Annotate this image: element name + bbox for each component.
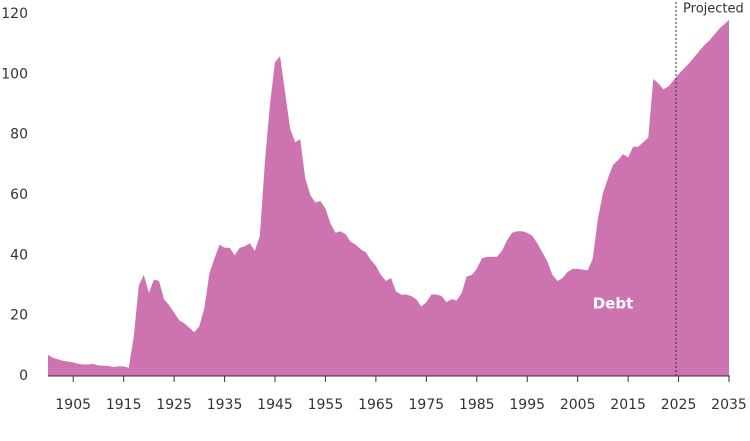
x-tick-label: 2035 (711, 397, 747, 413)
x-tick-label: 1915 (106, 397, 142, 413)
area (48, 20, 729, 377)
x-tick-label: 1925 (156, 397, 192, 413)
y-tick-label: 100 (1, 66, 28, 82)
x-tick-label: 1945 (257, 397, 293, 413)
x-tick-label: 1965 (358, 397, 394, 413)
x-tick-label: 2015 (610, 397, 646, 413)
annotation: Projected (683, 2, 744, 17)
x-tick-label: 1995 (509, 397, 545, 413)
y-tick-label: 20 (10, 308, 28, 324)
y-tick-label: 40 (10, 247, 28, 263)
y-tick-label: 60 (10, 187, 28, 203)
y-tick-label: 120 (1, 6, 28, 22)
x-tick-label: 2005 (560, 397, 596, 413)
x-tick-label: 1935 (207, 397, 243, 413)
x-tick-label: 2025 (661, 397, 697, 413)
x-tick-label: 1985 (459, 397, 495, 413)
x-tick-label: 1975 (409, 397, 445, 413)
y-tick-label: 0 (19, 368, 28, 384)
x-tick-label: 1905 (55, 397, 91, 413)
x-tick-label: 1955 (308, 397, 344, 413)
y-tick-label: 80 (10, 127, 28, 143)
series-label: Debt (593, 295, 634, 313)
